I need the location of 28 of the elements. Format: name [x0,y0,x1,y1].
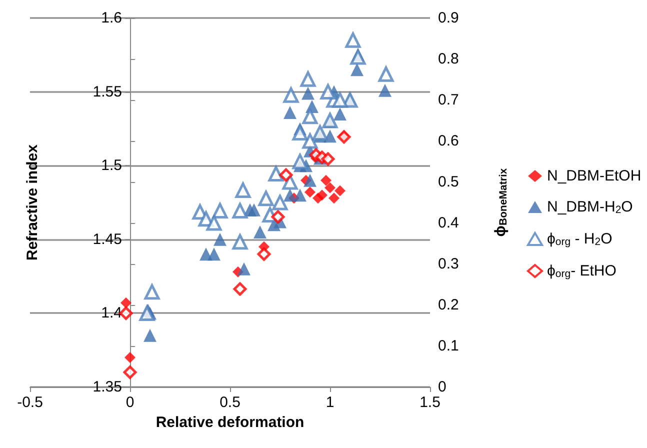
y2-tick-label: 0.8 [438,50,459,68]
y-tick-label: 1.6 [101,10,122,26]
x-axis-title: Relative deformation [156,414,304,431]
y-tick-label: 1.45 [92,230,122,248]
y-tick-label: 1.35 [92,378,122,396]
y2-axis-title: ϕBoneMatrix [492,168,510,237]
y-tick-label: 1.4 [101,304,122,322]
y-axis-title: Refractive index [24,144,41,260]
legend-label: N_DBM-EtOH [547,168,642,184]
x-tick-label: 1 [326,394,334,411]
x-tick-label: -0.5 [17,394,43,411]
legend-label: ϕorg- EtHO [547,262,616,280]
y2-tick-label: 0.6 [438,132,459,150]
y2-tick-label: 0.3 [438,256,459,272]
y-tick-label: 1.5 [101,157,122,174]
y2-tick-label: 0.5 [438,174,459,190]
y2-tick-label: 0.9 [438,10,459,26]
x-tick-label: 1.5 [420,394,440,411]
y2-tick-label: 0.4 [438,214,459,232]
legend-label: N_DBM-H2O [547,198,633,216]
y2-tick-label: 0.2 [438,296,459,314]
y2-tick-label: 0 [438,378,446,396]
x-tick-label: 0 [126,394,134,411]
y2-tick-label: 0.7 [438,92,459,108]
legend-label: ϕorg - H2O [547,230,612,248]
x-tick-label: 0.5 [220,394,240,411]
y2-tick-label: 0.1 [438,338,459,354]
y-tick-label: 1.55 [92,83,122,100]
